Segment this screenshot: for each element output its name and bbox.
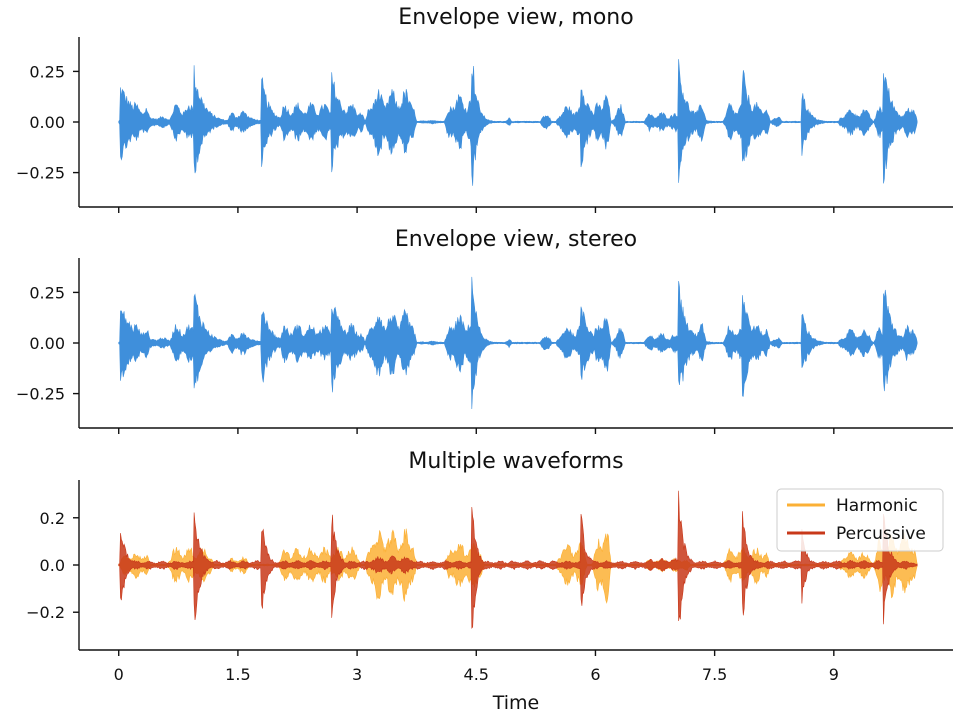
legend-label-harmonic: Harmonic <box>836 496 918 516</box>
chart-title: Multiple waveforms <box>408 449 623 474</box>
x-tick-label: 9 <box>829 665 839 684</box>
subplot-2: Envelope view, stereo 0.25 0.00 −0.25 <box>16 227 953 434</box>
y-tick-label: −0.25 <box>16 385 65 404</box>
x-tick-label: 4.5 <box>464 665 489 684</box>
x-tick-label: 6 <box>590 665 600 684</box>
x-tick-label: 7.5 <box>702 665 727 684</box>
chart-title: Envelope view, mono <box>398 5 633 30</box>
subplot-3: Multiple waveforms 0.2 0.0 −0.2 0 1.5 3 4.5 6 7.5… <box>26 449 953 684</box>
chart-title: Envelope view, stereo <box>395 227 637 252</box>
y-tick-label: 0.00 <box>29 113 65 132</box>
x-tick-label: 1.5 <box>225 665 250 684</box>
y-tick-label: −0.25 <box>16 164 65 183</box>
x-tick-label: 0 <box>114 665 124 684</box>
subplot-1: Envelope view, mono 0.25 0.00 −0.25 <box>16 5 953 213</box>
y-tick-label: 0.00 <box>29 334 65 353</box>
y-tick-label: 0.25 <box>29 62 65 81</box>
series-percussive-area <box>118 490 918 629</box>
legend-label-percussive: Percussive <box>836 524 926 544</box>
y-tick-label: −0.2 <box>26 603 65 622</box>
y-tick-label: 0.2 <box>40 509 65 528</box>
series-waveform-area <box>118 276 918 410</box>
y-tick-label: 0.25 <box>29 283 65 302</box>
legend: Harmonic Percussive <box>776 488 944 552</box>
x-axis-label: Time <box>492 692 540 714</box>
x-tick-label: 3 <box>352 665 362 684</box>
series-waveform-area <box>118 59 918 186</box>
y-tick-label: 0.0 <box>40 556 65 575</box>
